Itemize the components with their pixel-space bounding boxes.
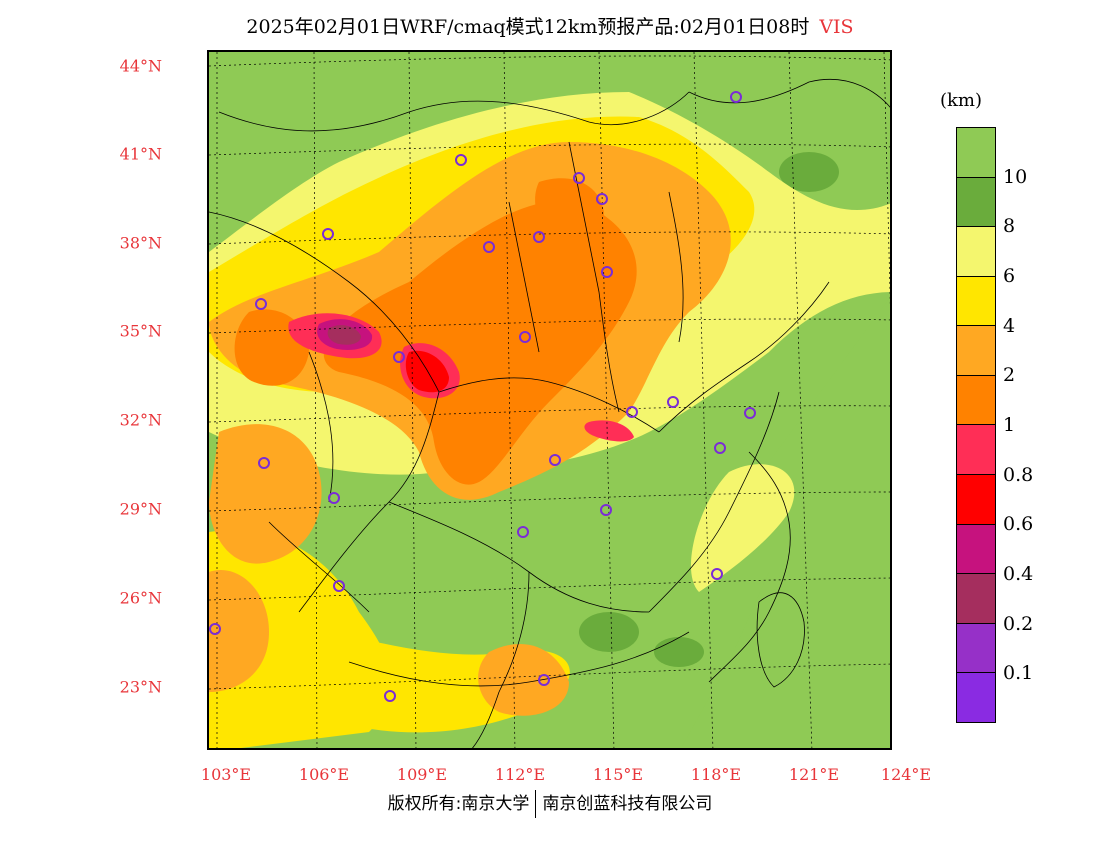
station-marker xyxy=(322,228,334,240)
station-marker xyxy=(483,241,495,253)
station-marker xyxy=(393,351,405,363)
station-marker xyxy=(573,172,585,184)
title-variable: VIS xyxy=(819,16,854,38)
station-marker xyxy=(744,407,756,419)
color-bar-swatch xyxy=(957,177,995,228)
map-title: 2025年02月01日WRF/cmaq模式12km预报产品:02月01日08时 V… xyxy=(0,12,1100,39)
station-marker xyxy=(626,406,638,418)
color-bar-label: 0.6 xyxy=(1003,513,1034,536)
copyright-left: 版权所有:南京大学 xyxy=(387,794,530,814)
lat-label: 44°N xyxy=(119,56,162,76)
lat-label: 35°N xyxy=(119,321,162,341)
lon-label: 124°E xyxy=(880,765,932,784)
stations xyxy=(209,91,756,702)
lat-label: 26°N xyxy=(119,588,162,608)
title-main: 2025年02月01日WRF/cmaq模式12km预报产品:02月01日08时 xyxy=(246,16,810,38)
color-bar xyxy=(956,127,996,723)
lat-label: 38°N xyxy=(119,233,162,253)
lon-label: 103°E xyxy=(200,765,252,784)
station-marker xyxy=(519,331,531,343)
color-bar-swatch xyxy=(957,623,995,674)
station-marker xyxy=(384,690,396,702)
lon-label: 118°E xyxy=(690,765,742,784)
sea-region xyxy=(681,297,890,748)
boundaries xyxy=(209,78,890,748)
color-bar-swatch xyxy=(957,128,995,178)
station-marker xyxy=(538,674,550,686)
haze-hotspots xyxy=(288,313,634,442)
station-marker xyxy=(328,492,340,504)
copyright-right: 南京创蓝科技有限公司 xyxy=(542,794,713,814)
map-svg xyxy=(209,52,890,748)
station-marker xyxy=(600,504,612,516)
copyright-separator xyxy=(535,790,537,818)
lat-label: 23°N xyxy=(119,677,162,697)
color-bar-label: 0.8 xyxy=(1003,463,1034,486)
station-marker xyxy=(258,457,270,469)
color-bar-label: 0.2 xyxy=(1003,612,1034,635)
station-marker xyxy=(601,266,613,278)
station-marker xyxy=(455,154,467,166)
station-marker xyxy=(209,623,221,635)
color-bar-label: 0.4 xyxy=(1003,563,1034,585)
color-bar-swatch xyxy=(957,425,995,476)
visibility-map xyxy=(207,50,892,750)
station-marker xyxy=(711,568,723,580)
copyright: 版权所有:南京大学 南京创蓝科技有限公司 xyxy=(0,789,1100,818)
color-bar-swatch xyxy=(957,375,995,426)
station-marker xyxy=(730,91,742,103)
lat-label: 41°N xyxy=(119,144,162,164)
lon-label: 112°E xyxy=(494,765,546,784)
station-marker xyxy=(255,298,267,310)
color-bar-swatch xyxy=(957,276,995,327)
lat-label: 32°N xyxy=(119,410,162,430)
station-marker xyxy=(517,526,529,538)
color-bar-label: 1 xyxy=(1003,414,1016,436)
station-marker xyxy=(714,442,726,454)
lon-label: 109°E xyxy=(396,765,448,784)
color-bar-label: 2 xyxy=(1003,364,1016,387)
color-bar-label: 8 xyxy=(1003,215,1016,238)
lon-label: 106°E xyxy=(298,765,350,784)
color-bar-label: 10 xyxy=(1003,165,1028,188)
color-bar-swatch xyxy=(957,524,995,575)
graticule xyxy=(209,52,890,748)
station-marker xyxy=(333,580,345,592)
station-marker xyxy=(533,231,545,243)
color-bar-swatch xyxy=(957,574,995,624)
color-bar-label: 0.1 xyxy=(1003,662,1034,685)
station-marker xyxy=(667,396,679,408)
color-bar-swatch xyxy=(957,673,995,722)
station-marker xyxy=(549,454,561,466)
lat-label: 29°N xyxy=(119,499,162,519)
color-bar-label: 4 xyxy=(1003,314,1016,337)
lon-label: 121°E xyxy=(788,765,840,784)
color-bar-swatch xyxy=(957,326,995,376)
lon-label: 115°E xyxy=(592,765,644,784)
color-bar-label: 6 xyxy=(1003,265,1016,287)
station-marker xyxy=(596,193,608,205)
color-bar-swatch xyxy=(957,227,995,277)
legend-unit: (km) xyxy=(940,90,983,111)
color-bar-swatch xyxy=(957,475,995,525)
